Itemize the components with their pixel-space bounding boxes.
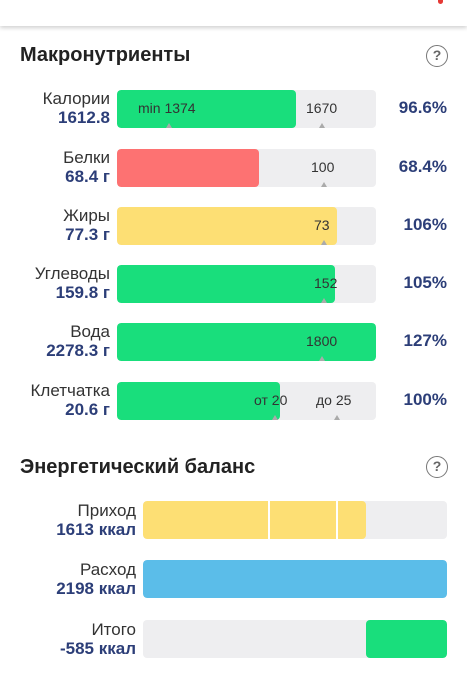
macro-bar-track: 152 xyxy=(117,265,376,303)
macro-value: 20.6 г xyxy=(65,400,110,419)
top-indicator xyxy=(438,0,443,4)
macro-percent: 96.6% xyxy=(398,98,447,117)
energy-bar-track xyxy=(143,560,447,598)
macro-row[interactable]: Вода 2278.3 г 1800 127% xyxy=(0,322,467,366)
macro-target-label: min 1374 xyxy=(138,100,196,116)
macro-label: Жиры xyxy=(63,206,110,225)
macro-bar-track: min 1374 1670 xyxy=(117,90,376,128)
macro-value: 2278.3 г xyxy=(46,341,110,360)
macro-percent: 127% xyxy=(403,331,447,350)
macros-help-icon[interactable]: ? xyxy=(426,45,448,67)
macro-bar-track: 100 xyxy=(117,149,376,187)
macro-row[interactable]: Углеводы 159.8 г 152 105% xyxy=(0,264,467,308)
macro-label: Углеводы xyxy=(34,264,110,283)
target-tick-icon xyxy=(321,182,327,187)
macro-row[interactable]: Белки 68.4 г 100 68.4% xyxy=(0,148,467,192)
target-tick-icon xyxy=(319,356,325,361)
target-tick-icon xyxy=(166,123,172,128)
macro-value: 77.3 г xyxy=(65,225,110,244)
macro-bar-fill xyxy=(117,149,259,187)
macro-bar-fill xyxy=(117,265,335,303)
macro-value: 68.4 г xyxy=(65,167,110,186)
target-tick-icon xyxy=(334,415,340,420)
target-tick-icon xyxy=(319,123,325,128)
macro-label: Клетчатка xyxy=(30,381,111,400)
macro-target-label: 1800 xyxy=(306,333,338,349)
energy-bar-fill xyxy=(143,501,366,539)
target-tick-icon xyxy=(321,240,327,245)
macro-target-label: 152 xyxy=(314,275,338,291)
energy-title: Энергетический баланс xyxy=(20,456,256,478)
energy-help-icon[interactable]: ? xyxy=(426,456,448,478)
top-app-bar xyxy=(0,0,467,26)
macro-label: Калории xyxy=(42,89,110,108)
meal-divider xyxy=(268,501,270,539)
macro-bar-track: 1800 xyxy=(117,323,376,361)
macro-percent: 105% xyxy=(403,273,447,292)
macro-bar-fill xyxy=(117,207,337,245)
energy-row[interactable]: Расход 2198 ккал xyxy=(0,560,467,604)
macro-percent: 100% xyxy=(403,390,447,409)
macro-bar-track: 73 xyxy=(117,207,376,245)
energy-value: -585 ккал xyxy=(59,639,136,658)
macro-row[interactable]: Жиры 77.3 г 73 106% xyxy=(0,206,467,250)
macro-bar-fill xyxy=(117,382,280,420)
energy-value: 2198 ккал xyxy=(56,579,136,598)
energy-label: Итого xyxy=(91,620,136,639)
energy-row[interactable]: Приход 1613 ккал xyxy=(0,501,467,545)
macro-row[interactable]: Клетчатка 20.6 г от 20 до 25 100% xyxy=(0,381,467,425)
macro-label: Белки xyxy=(63,148,110,167)
macro-target-label: до 25 xyxy=(316,392,352,408)
macro-target-label: 100 xyxy=(311,159,335,175)
macro-target-label: 1670 xyxy=(306,100,338,116)
energy-bar-track xyxy=(143,620,447,658)
energy-label: Приход xyxy=(77,501,136,520)
macro-bar-fill xyxy=(117,90,296,128)
macro-value: 159.8 г xyxy=(55,283,110,302)
macro-percent: 68.4% xyxy=(398,157,447,176)
macro-bar-fill xyxy=(117,323,376,361)
macro-target-label: 73 xyxy=(314,217,330,233)
energy-label: Расход xyxy=(79,560,136,579)
target-tick-icon xyxy=(272,415,278,420)
meal-divider xyxy=(336,501,338,539)
macro-bar-track: от 20 до 25 xyxy=(117,382,376,420)
energy-bar-track xyxy=(143,501,447,539)
macro-target-label: от 20 xyxy=(254,392,288,408)
energy-row[interactable]: Итого -585 ккал xyxy=(0,620,467,664)
energy-bar-fill xyxy=(143,560,447,598)
target-tick-icon xyxy=(321,298,327,303)
energy-value: 1613 ккал xyxy=(56,520,136,539)
energy-bar-fill xyxy=(366,620,447,658)
macro-row[interactable]: Калории 1612.8 min 1374 1670 96.6% xyxy=(0,89,467,133)
macro-value: 1612.8 xyxy=(58,108,110,127)
macro-percent: 106% xyxy=(403,215,447,234)
macro-label: Вода xyxy=(70,322,110,341)
macros-title: Макронутриенты xyxy=(20,44,191,66)
